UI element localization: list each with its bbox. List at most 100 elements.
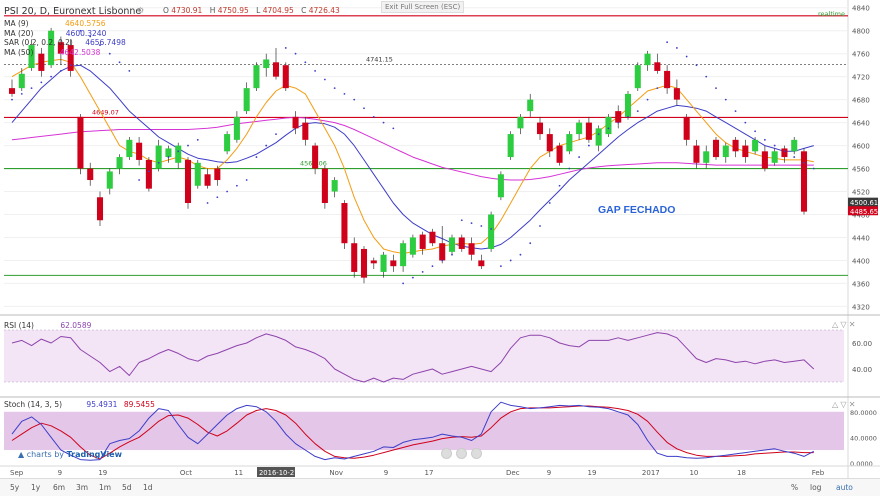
sar-dot xyxy=(275,133,277,135)
x-axis: Sep 9 19 Oct 11 2016-10-21 Nov 9 17 Dec 9 19 2017 10 1… xyxy=(0,465,880,477)
sar-dot xyxy=(724,98,727,101)
stoch-pane[interactable]: 80.0000 40.0000 0.0000 xyxy=(4,401,877,468)
candle xyxy=(155,139,162,172)
sar-dot xyxy=(323,78,326,81)
x-tick-label: Oct xyxy=(180,469,192,477)
auto-scale-toggle[interactable]: auto xyxy=(836,483,853,492)
rsi-pane[interactable]: 60.00 40.00 xyxy=(0,329,880,398)
legend-ma20[interactable]: MA (20) 4600.3240 xyxy=(4,29,110,38)
sar-dot xyxy=(284,47,287,49)
timeframe-1d[interactable]: 1d xyxy=(143,483,153,492)
candle-body xyxy=(615,111,622,123)
candle-body xyxy=(126,139,133,158)
gap-annotation: GAP FECHADO xyxy=(598,204,675,216)
candle xyxy=(165,145,172,163)
timeframe-6m[interactable]: 6m xyxy=(53,483,66,492)
candle xyxy=(664,65,671,94)
branding-brand: TradingView xyxy=(66,450,122,459)
timeframe-5d[interactable]: 5d xyxy=(122,483,132,492)
candle-body xyxy=(204,174,211,186)
candle xyxy=(527,93,534,117)
timeframe-5y[interactable]: 5y xyxy=(10,483,20,492)
candle xyxy=(722,142,729,163)
timeframe-1y[interactable]: 1y xyxy=(31,483,41,492)
x-tick-label: 10 xyxy=(689,469,698,477)
exit-fullscreen-button[interactable]: Exit Full Screen (ESC) xyxy=(381,1,465,13)
timeframe-3m[interactable]: 3m xyxy=(76,483,89,492)
candle xyxy=(18,68,25,92)
candle xyxy=(194,159,201,189)
candle xyxy=(556,142,563,166)
legend-ma9[interactable]: MA (9) 4640.5756 xyxy=(4,19,110,28)
sar-dot xyxy=(40,81,43,84)
sar-value: 4656.7498 xyxy=(85,38,126,47)
sar-dot xyxy=(431,265,434,268)
candle xyxy=(233,111,240,143)
rsi-line xyxy=(11,332,815,383)
price-tick-label: 4600 xyxy=(852,143,870,151)
candle-body xyxy=(145,159,152,189)
scroll-left-control[interactable] xyxy=(441,448,452,459)
candle-body xyxy=(224,134,231,152)
candle xyxy=(712,136,720,160)
price-tick-label: 4400 xyxy=(852,257,870,265)
rsi-pane-controls-icon[interactable]: △ ▽ ✕ xyxy=(832,320,856,329)
sar-dot xyxy=(490,227,493,230)
legend-sar[interactable]: SAR (0.2, 0.2, 0.2) 4656.7498 xyxy=(4,38,130,47)
sar-dot xyxy=(216,196,219,199)
percent-scale-toggle[interactable]: % xyxy=(791,483,799,492)
candle-body xyxy=(233,116,240,140)
low-label: L xyxy=(256,6,261,15)
sar-dot xyxy=(470,222,473,225)
candle xyxy=(87,162,94,186)
candle-body xyxy=(155,145,162,169)
candle-body xyxy=(703,151,710,163)
rsi-legend[interactable]: RSI (14) 62.0589 xyxy=(4,321,95,330)
sar-dot xyxy=(411,276,414,279)
candle-body xyxy=(546,134,553,152)
candle xyxy=(28,39,35,71)
candle xyxy=(224,131,231,155)
candle xyxy=(116,154,123,175)
sar-dot xyxy=(529,242,532,245)
reset-view-control[interactable] xyxy=(456,448,467,459)
price-tag-bg xyxy=(848,206,878,216)
scroll-right-control[interactable] xyxy=(471,448,482,459)
candle-body xyxy=(106,171,113,189)
candle-body xyxy=(683,116,690,140)
sar-dot xyxy=(363,107,365,110)
candle-body xyxy=(48,30,55,66)
timeframe-1m[interactable]: 1m xyxy=(99,483,112,492)
candle xyxy=(781,145,788,163)
candle-body xyxy=(253,65,260,89)
candle-body xyxy=(28,45,35,69)
stoch-legend[interactable]: Stoch (14, 3, 5) 95.4931 89.5455 xyxy=(4,400,159,409)
price-pane[interactable]: 4840 4800 4760 4720 4680 4640 4600 4560 4520 4480… xyxy=(0,0,880,478)
sar-dot xyxy=(226,190,229,193)
candle-body xyxy=(77,116,84,169)
sar-dot xyxy=(108,52,111,55)
candle xyxy=(546,128,553,158)
rsi-tick-label: 60.00 xyxy=(852,340,872,348)
stoch-pane-controls-icon[interactable]: △ ▽ ✕ xyxy=(832,400,856,409)
candle xyxy=(38,47,45,77)
candle-body xyxy=(752,139,759,152)
price-tick-label: 4360 xyxy=(852,280,870,288)
ma9-value: 4640.5756 xyxy=(65,19,106,28)
candle-body xyxy=(8,88,16,94)
ma20-value: 4600.3240 xyxy=(65,29,107,38)
sar-dot xyxy=(715,87,717,90)
candle xyxy=(752,136,759,155)
close-label: C xyxy=(301,6,307,15)
tradingview-branding[interactable]: ▲ charts by TradingView xyxy=(18,450,122,459)
candle xyxy=(644,50,651,71)
candle xyxy=(292,111,299,135)
log-scale-toggle[interactable]: log xyxy=(810,483,822,492)
legend-ma50[interactable]: MA (50) 4642.5038 xyxy=(4,48,104,57)
legend-settings-icon[interactable]: ⚙ xyxy=(137,6,145,15)
candle-body xyxy=(272,62,280,77)
sar-dot xyxy=(558,184,561,187)
candle-body xyxy=(380,254,387,272)
sar-dot xyxy=(783,150,786,153)
